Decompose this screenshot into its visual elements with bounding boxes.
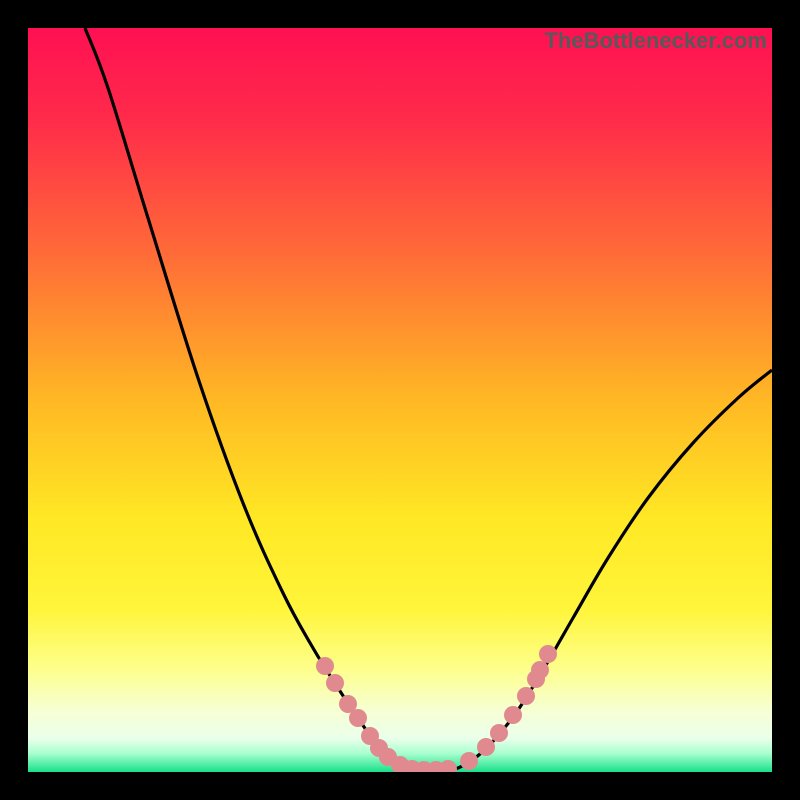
data-marker bbox=[326, 674, 344, 692]
watermark-text: TheBottlenecker.com bbox=[544, 28, 767, 54]
data-marker bbox=[517, 687, 535, 705]
gradient-background bbox=[28, 28, 772, 772]
data-marker bbox=[504, 706, 522, 724]
data-marker bbox=[460, 752, 478, 770]
data-marker bbox=[349, 709, 367, 727]
data-marker bbox=[316, 657, 334, 675]
chart-svg bbox=[28, 28, 772, 772]
chart-frame: TheBottlenecker.com bbox=[0, 0, 800, 800]
data-marker bbox=[477, 738, 495, 756]
data-marker bbox=[490, 724, 508, 742]
plot-area: TheBottlenecker.com bbox=[28, 28, 772, 772]
data-marker bbox=[531, 661, 549, 679]
data-marker bbox=[539, 645, 557, 663]
